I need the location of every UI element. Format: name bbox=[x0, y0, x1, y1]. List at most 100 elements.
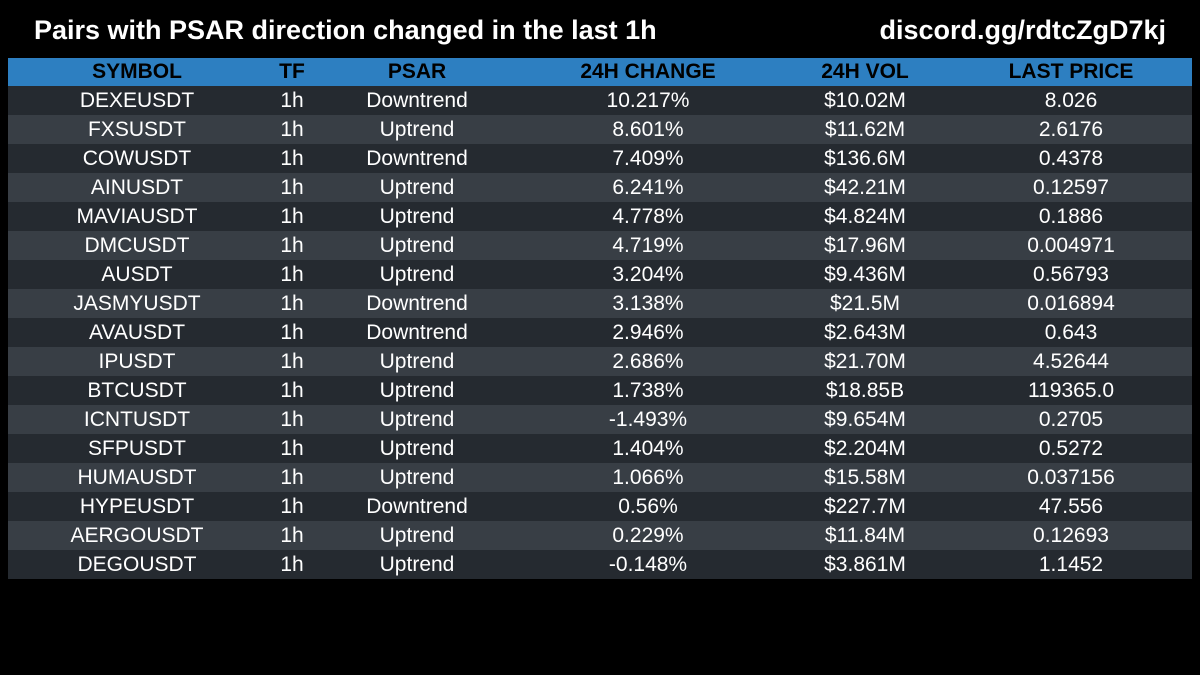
cell-symbol: SFPUSDT bbox=[87, 436, 186, 460]
cell-24h-vol: $2.643M bbox=[824, 320, 906, 344]
cell-tf: 1h bbox=[280, 117, 304, 141]
cell-24h-vol: $4.824M bbox=[824, 204, 906, 228]
cell-symbol: COWUSDT bbox=[82, 146, 192, 170]
column-header-psar[interactable]: PSAR bbox=[387, 60, 447, 83]
cell-24h-change: 4.719% bbox=[612, 233, 684, 257]
cell-psar: Uptrend bbox=[379, 523, 455, 547]
cell-tf: 1h bbox=[280, 349, 304, 373]
column-header-24h-vol[interactable]: 24H VOL bbox=[821, 60, 909, 83]
cell-24h-vol: $227.7M bbox=[824, 494, 906, 518]
table-row[interactable]: DEXEUSDT 1h Downtrend 10.217% $10.02M 8.026 bbox=[8, 86, 1192, 115]
cell-24h-change: 0.56% bbox=[618, 494, 678, 518]
cell-last-price: 0.016894 bbox=[1027, 291, 1115, 315]
cell-24h-change: 8.601% bbox=[612, 117, 684, 141]
cell-24h-vol: $17.96M bbox=[824, 233, 906, 257]
table-body: DEXEUSDT 1h Downtrend 10.217% $10.02M 8.026 FX… bbox=[8, 86, 1192, 579]
cell-24h-vol: $9.436M bbox=[824, 262, 906, 286]
cell-tf: 1h bbox=[280, 494, 304, 518]
cell-24h-change: 1.066% bbox=[612, 465, 684, 489]
table-row[interactable]: FXSUSDT 1h Uptrend 8.601% $11.62M 2.6176 bbox=[8, 115, 1192, 144]
cell-psar: Downtrend bbox=[366, 88, 468, 112]
table-row[interactable]: HUMAUSDT 1h Uptrend 1.066% $15.58M 0.037156 bbox=[8, 463, 1192, 492]
table-row[interactable]: JASMYUSDT 1h Downtrend 3.138% $21.5M 0.016894 bbox=[8, 289, 1192, 318]
cell-24h-vol: $18.85B bbox=[825, 378, 905, 402]
cell-last-price: 0.5272 bbox=[1038, 436, 1104, 460]
discord-invite-link[interactable]: discord.gg/rdtcZgD7kj bbox=[879, 15, 1166, 45]
cell-tf: 1h bbox=[280, 175, 304, 199]
table-row[interactable]: MAVIAUSDT 1h Uptrend 4.778% $4.824M 0.1886 bbox=[8, 202, 1192, 231]
cell-24h-change: 7.409% bbox=[612, 146, 684, 170]
cell-tf: 1h bbox=[280, 291, 304, 315]
cell-symbol: DMCUSDT bbox=[84, 233, 190, 257]
table-row[interactable]: BTCUSDT 1h Uptrend 1.738% $18.85B 119365.0 bbox=[8, 376, 1192, 405]
cell-symbol: AUSDT bbox=[101, 262, 173, 286]
cell-24h-change: -1.493% bbox=[608, 407, 688, 431]
cell-24h-change: 3.204% bbox=[612, 262, 684, 286]
cell-24h-change: 3.138% bbox=[612, 291, 684, 315]
cell-tf: 1h bbox=[280, 204, 304, 228]
table-row[interactable]: HYPEUSDT 1h Downtrend 0.56% $227.7M 47.556 bbox=[8, 492, 1192, 521]
cell-last-price: 0.12597 bbox=[1033, 175, 1109, 199]
column-header-tf[interactable]: TF bbox=[279, 60, 305, 83]
table-row[interactable]: IPUSDT 1h Uptrend 2.686% $21.70M 4.52644 bbox=[8, 347, 1192, 376]
cell-psar: Uptrend bbox=[379, 465, 455, 489]
page-title: Pairs with PSAR direction changed in the… bbox=[34, 15, 657, 45]
cell-24h-vol: $42.21M bbox=[824, 175, 906, 199]
table-row[interactable]: SFPUSDT 1h Uptrend 1.404% $2.204M 0.5272 bbox=[8, 434, 1192, 463]
cell-tf: 1h bbox=[280, 407, 304, 431]
cell-tf: 1h bbox=[280, 436, 304, 460]
cell-24h-change: 1.404% bbox=[612, 436, 684, 460]
cell-24h-change: 10.217% bbox=[606, 88, 690, 112]
cell-last-price: 0.004971 bbox=[1027, 233, 1115, 257]
cell-24h-change: 4.778% bbox=[612, 204, 684, 228]
cell-last-price: 2.6176 bbox=[1038, 117, 1104, 141]
cell-symbol: MAVIAUSDT bbox=[76, 204, 198, 228]
cell-psar: Uptrend bbox=[379, 204, 455, 228]
cell-psar: Downtrend bbox=[366, 146, 468, 170]
cell-24h-vol: $3.861M bbox=[824, 552, 906, 576]
cell-psar: Downtrend bbox=[366, 291, 468, 315]
cell-psar: Uptrend bbox=[379, 349, 455, 373]
table-row[interactable]: ICNTUSDT 1h Uptrend -1.493% $9.654M 0.2705 bbox=[8, 405, 1192, 434]
cell-24h-change: 2.686% bbox=[612, 349, 684, 373]
cell-symbol: FXSUSDT bbox=[87, 117, 186, 141]
cell-tf: 1h bbox=[280, 523, 304, 547]
cell-last-price: 119365.0 bbox=[1027, 378, 1115, 402]
cell-last-price: 0.2705 bbox=[1038, 407, 1104, 431]
cell-last-price: 0.4378 bbox=[1038, 146, 1104, 170]
cell-symbol: BTCUSDT bbox=[87, 378, 187, 402]
column-header-24h-change[interactable]: 24H CHANGE bbox=[580, 60, 716, 83]
table-row[interactable]: AINUSDT 1h Uptrend 6.241% $42.21M 0.12597 bbox=[8, 173, 1192, 202]
cell-24h-change: 2.946% bbox=[612, 320, 684, 344]
cell-24h-vol: $21.70M bbox=[824, 349, 906, 373]
cell-24h-change: 1.738% bbox=[612, 378, 684, 402]
cell-tf: 1h bbox=[280, 146, 304, 170]
cell-psar: Uptrend bbox=[379, 175, 455, 199]
cell-tf: 1h bbox=[280, 465, 304, 489]
cell-symbol: HUMAUSDT bbox=[77, 465, 197, 489]
psar-pairs-table: SYMBOL TF PSAR 24H CHANGE 24H VOL LAST P… bbox=[8, 58, 1192, 579]
cell-last-price: 0.037156 bbox=[1027, 465, 1115, 489]
table-row[interactable]: DEGOUSDT 1h Uptrend -0.148% $3.861M 1.1452 bbox=[8, 550, 1192, 579]
table-row[interactable]: AVAUSDT 1h Downtrend 2.946% $2.643M 0.643 bbox=[8, 318, 1192, 347]
cell-24h-vol: $10.02M bbox=[824, 88, 906, 112]
table-row[interactable]: DMCUSDT 1h Uptrend 4.719% $17.96M 0.004971 bbox=[8, 231, 1192, 260]
cell-24h-vol: $21.5M bbox=[829, 291, 901, 315]
table-row[interactable]: COWUSDT 1h Downtrend 7.409% $136.6M 0.4378 bbox=[8, 144, 1192, 173]
cell-psar: Downtrend bbox=[366, 320, 468, 344]
cell-24h-change: 0.229% bbox=[612, 523, 684, 547]
cell-psar: Uptrend bbox=[379, 233, 455, 257]
cell-24h-vol: $9.654M bbox=[824, 407, 906, 431]
table-row[interactable]: AUSDT 1h Uptrend 3.204% $9.436M 0.56793 bbox=[8, 260, 1192, 289]
cell-symbol: JASMYUSDT bbox=[73, 291, 201, 315]
cell-symbol: HYPEUSDT bbox=[79, 494, 195, 518]
table-header-row: SYMBOL TF PSAR 24H CHANGE 24H VOL LAST P… bbox=[8, 58, 1192, 86]
column-header-symbol[interactable]: SYMBOL bbox=[92, 60, 182, 83]
cell-last-price: 0.12693 bbox=[1033, 523, 1109, 547]
table-row[interactable]: AERGOUSDT 1h Uptrend 0.229% $11.84M 0.12693 bbox=[8, 521, 1192, 550]
cell-24h-vol: $2.204M bbox=[824, 436, 906, 460]
cell-last-price: 8.026 bbox=[1044, 88, 1098, 112]
column-header-last-price[interactable]: LAST PRICE bbox=[1008, 60, 1134, 83]
page-header: Pairs with PSAR direction changed in the… bbox=[0, 0, 1200, 58]
cell-24h-vol: $11.62M bbox=[824, 117, 906, 141]
